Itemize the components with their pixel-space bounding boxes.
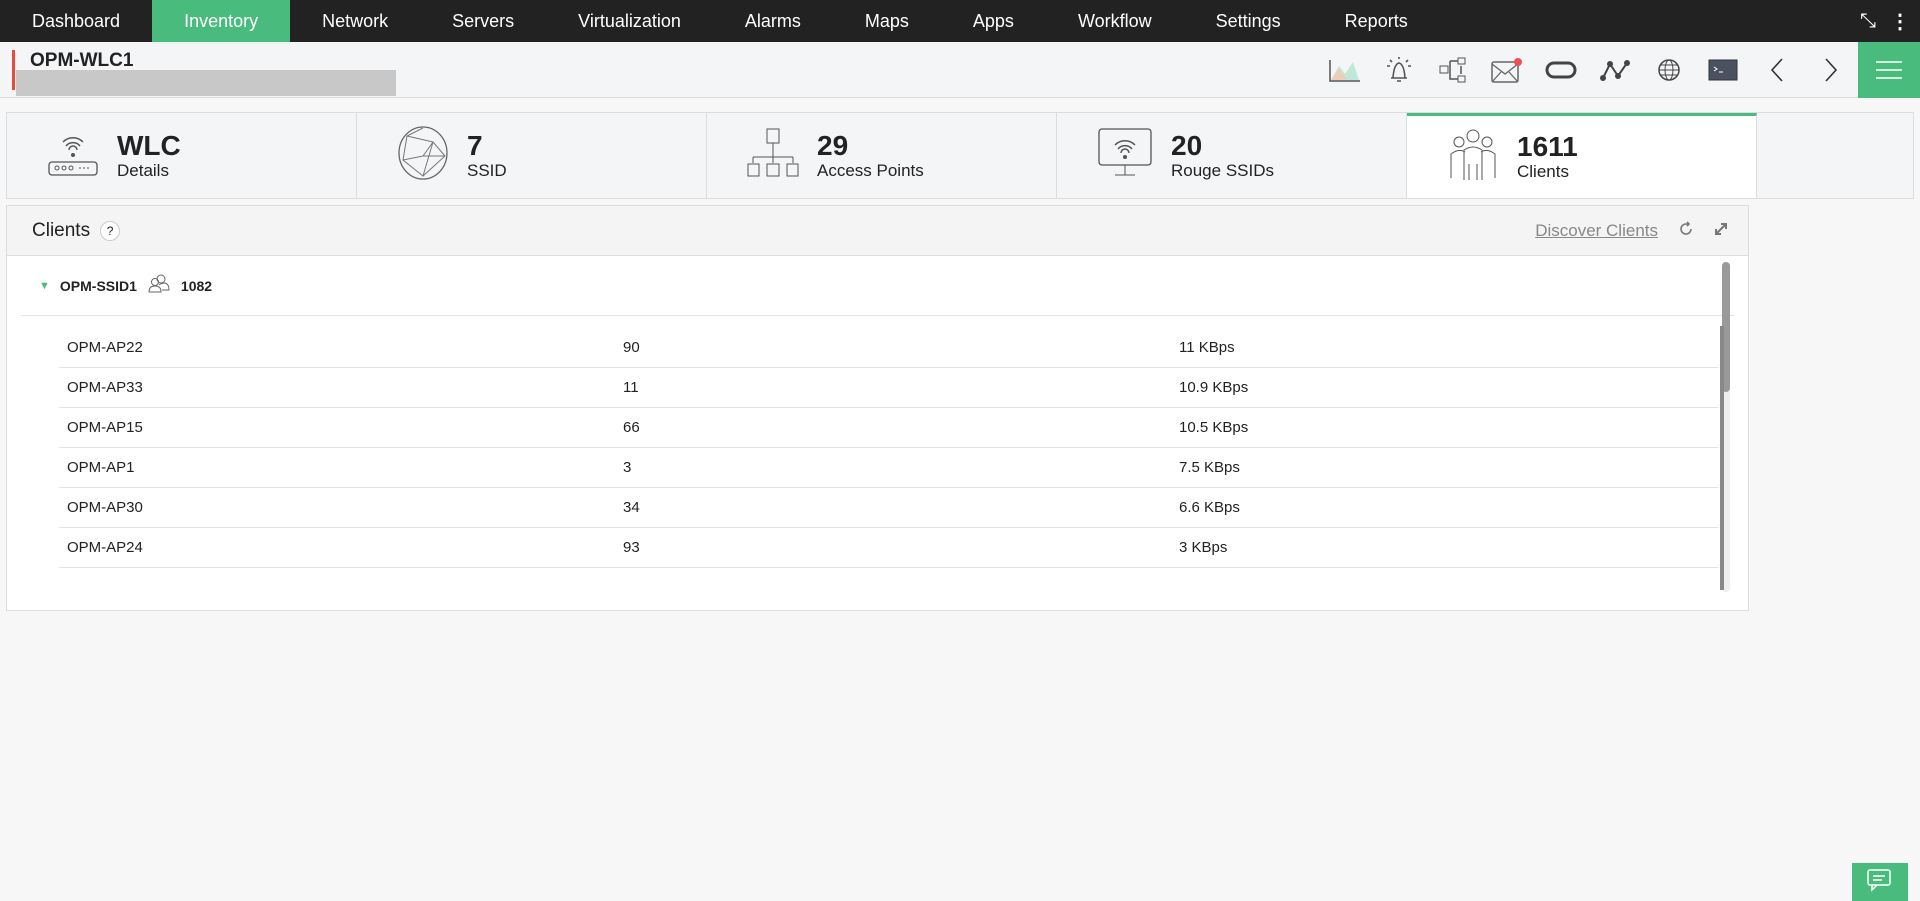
- redacted-subtitle: [16, 70, 396, 96]
- tile-label: Rouge SSIDs: [1171, 160, 1274, 180]
- tile-label: Details: [117, 160, 169, 180]
- client-count: 90: [623, 339, 640, 356]
- page-header: OPM-WLC1: [0, 42, 1920, 98]
- menu-icon[interactable]: [1858, 42, 1920, 98]
- tile-value: 29: [817, 129, 849, 161]
- nav-reports[interactable]: Reports: [1344, 11, 1408, 31]
- globe-network-icon: [397, 126, 449, 185]
- graph-icon[interactable]: [1588, 42, 1642, 98]
- table-row[interactable]: OPM-AP22 90 11 KBps: [59, 328, 1718, 368]
- tile-label: SSID: [467, 160, 507, 180]
- tile-value: 7: [467, 129, 483, 161]
- nav-virtualization[interactable]: Virtualization: [578, 11, 681, 31]
- nav-network[interactable]: Network: [322, 11, 389, 31]
- chat-icon: [1866, 868, 1894, 897]
- table-row[interactable]: OPM-AP30 34 6.6 KBps: [59, 488, 1718, 528]
- table-row[interactable]: OPM-AP33 11 10.9 KBps: [59, 368, 1718, 408]
- panel-title: Clients: [32, 219, 91, 241]
- tile-value: 20: [1171, 129, 1203, 161]
- nav-apps[interactable]: Apps: [972, 11, 1014, 31]
- nav-servers[interactable]: Servers: [452, 11, 515, 31]
- table-row[interactable]: OPM-AP24 93 3 KBps: [59, 528, 1718, 568]
- inner-scrollbar[interactable]: [1720, 326, 1724, 590]
- chevron-right-icon[interactable]: [1804, 42, 1858, 98]
- nav-alarms[interactable]: Alarms: [744, 11, 801, 31]
- tile-clients[interactable]: 1611 Clients: [1407, 113, 1757, 198]
- nav-settings[interactable]: Settings: [1215, 11, 1281, 31]
- sync-icon[interactable]: [1534, 42, 1588, 98]
- client-count: 66: [623, 419, 640, 436]
- traffic: 6.6 KBps: [1179, 499, 1240, 516]
- table-row[interactable]: OPM-AP15 66 10.5 KBps: [59, 408, 1718, 448]
- scrollbar[interactable]: [1722, 262, 1730, 592]
- nav-maps[interactable]: Maps: [864, 11, 909, 31]
- ap-name: OPM-AP30: [67, 499, 143, 516]
- globe-icon[interactable]: [1642, 42, 1696, 98]
- tile-access-points[interactable]: 29 Access Points: [707, 113, 1057, 198]
- chevron-left-icon[interactable]: [1750, 42, 1804, 98]
- traffic: 7.5 KBps: [1179, 459, 1240, 476]
- nav-workflow[interactable]: Workflow: [1077, 11, 1152, 31]
- table-row[interactable]: OPM-AP1 3 7.5 KBps: [59, 448, 1718, 488]
- tile-label: Access Points: [817, 160, 924, 180]
- tile-label: Clients: [1517, 162, 1569, 181]
- ap-name: OPM-AP24: [67, 539, 143, 556]
- ap-name: OPM-AP15: [67, 419, 143, 436]
- collapse-icon[interactable]: ⤡: [1860, 9, 1876, 32]
- ssid-group[interactable]: ▼ OPM-SSID1 1082: [21, 256, 1734, 316]
- users-icon: [1447, 128, 1499, 187]
- wlc-router-icon: [47, 128, 99, 183]
- ap-name: OPM-AP22: [67, 339, 143, 356]
- tile-ssid[interactable]: 7 SSID: [357, 113, 707, 198]
- alarm-bell-icon[interactable]: [1372, 42, 1426, 98]
- ssid-client-count: 1082: [180, 277, 213, 294]
- client-count: 3: [623, 459, 632, 476]
- traffic: 11 KBps: [1179, 339, 1235, 356]
- mail-icon[interactable]: [1480, 42, 1534, 98]
- caret-down-icon[interactable]: ▼: [39, 279, 50, 292]
- refresh-icon[interactable]: [1678, 220, 1694, 242]
- expand-icon[interactable]: [1714, 222, 1728, 241]
- ap-name: OPM-AP1: [67, 459, 135, 476]
- traffic: 10.9 KBps: [1179, 379, 1249, 396]
- monitor-wifi-icon: [1097, 127, 1153, 184]
- terminal-icon[interactable]: [1696, 42, 1750, 98]
- tile-rouge-ssids[interactable]: 20 Rouge SSIDs: [1057, 113, 1407, 198]
- workflow-icon[interactable]: [1426, 42, 1480, 98]
- traffic: 3 KBps: [1179, 539, 1228, 556]
- summary-tiles: WLC Details 7 SSID 29 Access Points 20 Rouge…: [6, 112, 1914, 199]
- client-count: 11: [623, 379, 639, 396]
- tile-wlc-details[interactable]: WLC Details: [7, 113, 357, 198]
- tile-value: 1611: [1517, 131, 1578, 162]
- ssid-name: OPM-SSID1: [59, 277, 137, 294]
- ap-name: OPM-AP33: [67, 379, 143, 396]
- chart-icon[interactable]: [1318, 42, 1372, 98]
- nav-dashboard[interactable]: Dashboard: [32, 11, 121, 31]
- nav-right-icons: ⤡ ⋮: [1860, 0, 1920, 42]
- top-nav: Dashboard Inventory Network Servers Virtuali…: [0, 0, 1920, 42]
- clients-panel: Clients ? Discover Clients ▼ OPM-SSID1 1…: [6, 205, 1749, 611]
- help-icon[interactable]: ?: [100, 220, 121, 241]
- discover-clients-link[interactable]: Discover Clients: [1535, 221, 1658, 240]
- panel-header: Clients ? Discover Clients: [7, 206, 1748, 256]
- client-count: 34: [623, 499, 640, 516]
- users-icon: [147, 274, 171, 297]
- chat-button[interactable]: [1852, 863, 1908, 901]
- ap-table: OPM-AP22 90 11 KBps OPM-AP33 11 10.9 KBps OPM-…: [59, 328, 1718, 568]
- toolbar: [1318, 42, 1920, 98]
- device-title: OPM-WLC1: [12, 50, 133, 90]
- nav-inventory[interactable]: Inventory: [152, 0, 291, 42]
- hierarchy-icon: [747, 127, 799, 184]
- tile-value: WLC: [117, 129, 181, 161]
- traffic: 10.5 KBps: [1179, 419, 1249, 436]
- client-count: 93: [623, 539, 640, 556]
- more-vertical-icon[interactable]: ⋮: [1890, 10, 1910, 33]
